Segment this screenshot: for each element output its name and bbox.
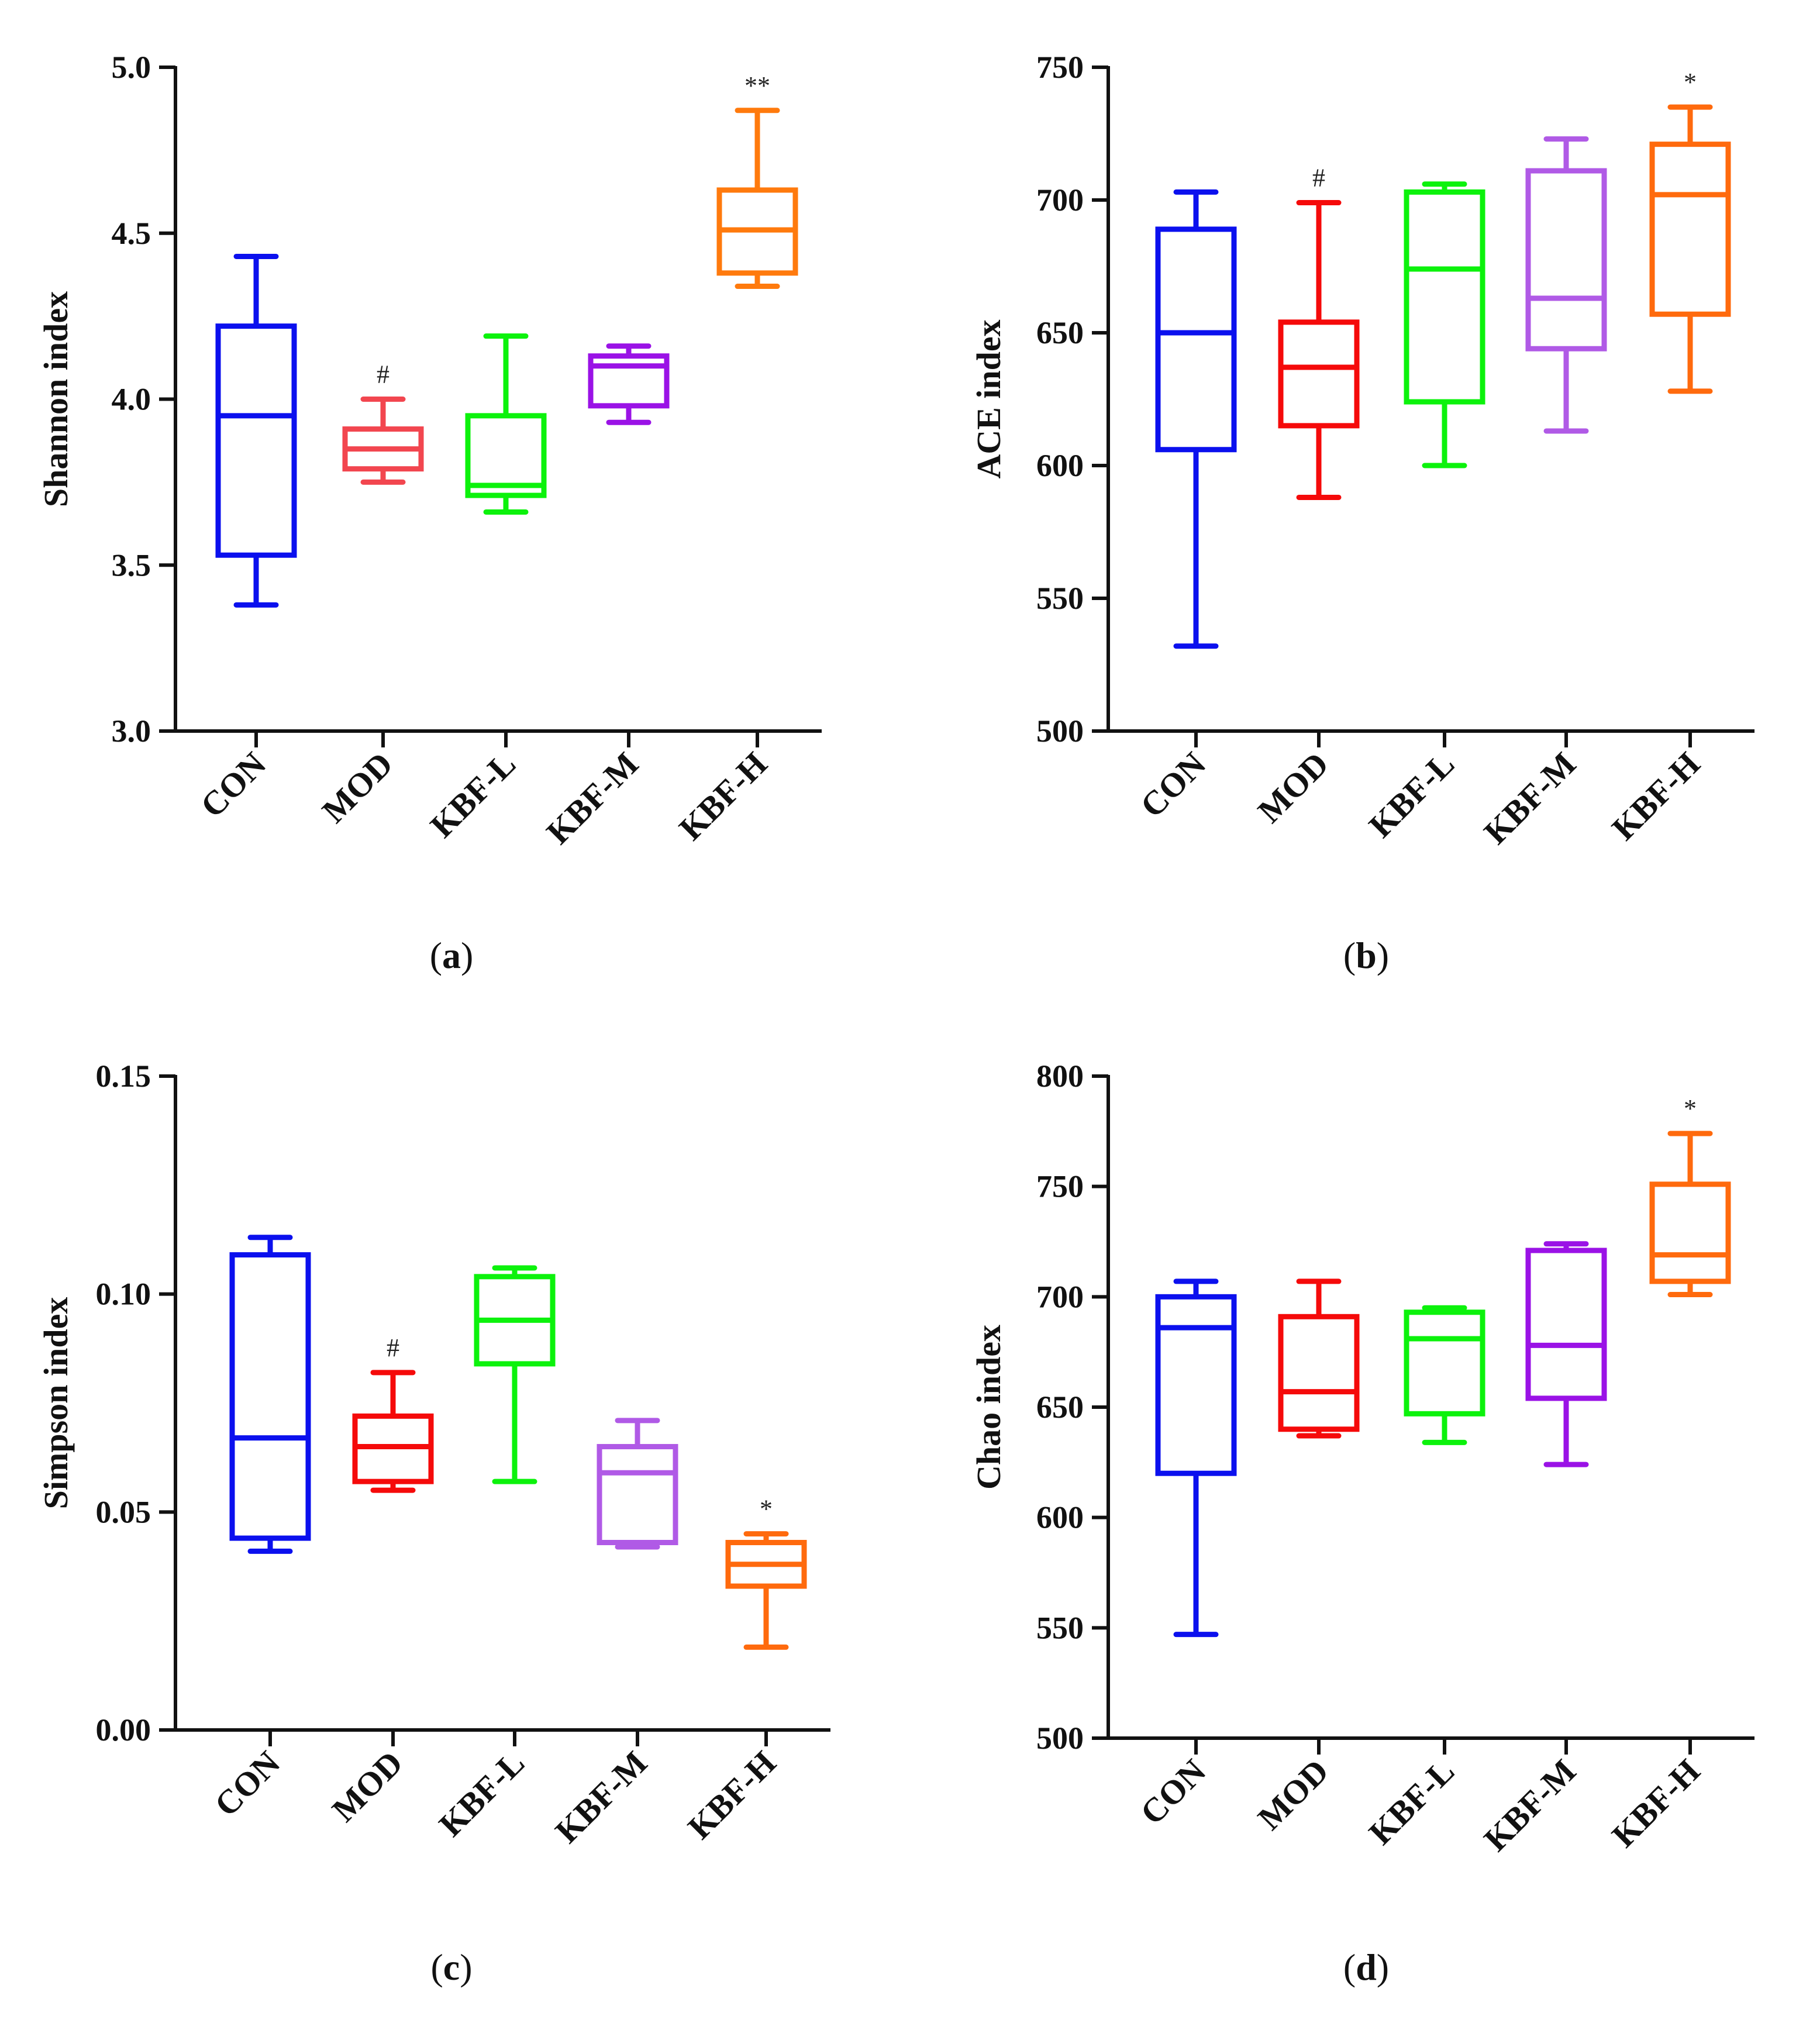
box-plot-mod: # bbox=[1278, 164, 1360, 500]
iqr-box bbox=[1404, 189, 1485, 405]
box-plot-kbf-l bbox=[1404, 181, 1485, 468]
box-plot-con bbox=[1155, 189, 1237, 649]
iqr-box bbox=[1155, 226, 1237, 453]
y-tick-label: 750 bbox=[1036, 50, 1084, 85]
significance-mark: * bbox=[760, 1495, 773, 1524]
significance-mark: ** bbox=[744, 71, 770, 100]
y-tick-label: 650 bbox=[1036, 315, 1084, 350]
x-category-label: KBF-L bbox=[1361, 1752, 1461, 1852]
y-tick-label: 800 bbox=[1036, 1059, 1084, 1094]
significance-mark: # bbox=[1312, 164, 1325, 192]
box-plot-kbf-h: * bbox=[1649, 1094, 1731, 1298]
box-plot-kbf-h: ** bbox=[716, 71, 798, 289]
y-tick-label: 0.05 bbox=[96, 1494, 151, 1529]
y-tick-label: 650 bbox=[1036, 1390, 1084, 1425]
y-tick-label: 550 bbox=[1036, 581, 1084, 616]
simpson-panel: 0.00 0.05 0.10 0.15 Simpson index CON MOD KBF-L… bbox=[37, 1059, 830, 1988]
x-category-label: CON bbox=[1133, 1752, 1213, 1832]
box-plot-kbf-l bbox=[465, 333, 547, 515]
box-plot-mod bbox=[1278, 1278, 1360, 1439]
y-tick-label: 600 bbox=[1036, 1500, 1084, 1535]
iqr-box bbox=[1525, 1247, 1607, 1401]
y-tick-label: 700 bbox=[1036, 1279, 1084, 1314]
iqr-box bbox=[215, 323, 297, 558]
iqr-box bbox=[1278, 319, 1360, 429]
y-axis-title: ACE index bbox=[970, 319, 1008, 478]
box-plot-con bbox=[229, 1235, 311, 1554]
box-plot-con bbox=[215, 253, 297, 608]
y-tick-label: 4.5 bbox=[112, 216, 151, 251]
x-category-label: KBF-H bbox=[1604, 745, 1707, 847]
y-tick-label: 5.0 bbox=[112, 50, 151, 85]
x-category-label: MOD bbox=[315, 745, 400, 830]
x-category-label: KBF-M bbox=[539, 745, 646, 852]
iqr-box bbox=[1278, 1314, 1360, 1432]
x-category-label: CON bbox=[1133, 745, 1213, 825]
box-plot-kbf-m bbox=[588, 343, 670, 425]
box-plot-con bbox=[1155, 1278, 1237, 1638]
x-category-label: KBF-H bbox=[680, 1743, 783, 1846]
y-tick-label: 550 bbox=[1036, 1610, 1084, 1645]
panel-label: (a) bbox=[430, 935, 474, 976]
panel-label: (d) bbox=[1343, 1946, 1389, 1988]
y-tick-label: 700 bbox=[1036, 182, 1084, 218]
iqr-box bbox=[1525, 168, 1607, 351]
iqr-box bbox=[1649, 1181, 1731, 1284]
iqr-box bbox=[465, 413, 547, 498]
box-plot-kbf-m bbox=[1525, 1241, 1607, 1467]
y-tick-label: 3.0 bbox=[112, 714, 151, 749]
x-category-label: MOD bbox=[325, 1743, 410, 1829]
chao-panel: 500 550 600 650 700 750 800 Chao index CON MOD KBF… bbox=[970, 1059, 1754, 1988]
x-category-label: CON bbox=[207, 1743, 287, 1824]
box-plot-mod: # bbox=[342, 360, 424, 485]
x-category-label: MOD bbox=[1250, 1752, 1336, 1837]
y-axis-title: Simpson index bbox=[37, 1297, 75, 1509]
box-plot-kbf-l bbox=[474, 1265, 556, 1484]
x-category-label: CON bbox=[193, 745, 273, 825]
y-tick-label: 750 bbox=[1036, 1169, 1084, 1204]
y-axis-title: Shannon index bbox=[37, 291, 75, 507]
x-category-label: KBF-L bbox=[1361, 745, 1461, 845]
significance-mark: * bbox=[1684, 1094, 1697, 1123]
y-tick-label: 0.15 bbox=[96, 1059, 151, 1094]
x-category-label: KBF-M bbox=[1477, 745, 1584, 852]
panel-label: (b) bbox=[1343, 935, 1389, 976]
x-category-label: KBF-H bbox=[1604, 1752, 1707, 1855]
x-category-label: KBF-M bbox=[1477, 1752, 1584, 1859]
y-tick-label: 500 bbox=[1036, 714, 1084, 749]
x-category-label: KBF-M bbox=[548, 1743, 655, 1850]
significance-mark: # bbox=[377, 360, 389, 389]
significance-mark: # bbox=[387, 1333, 399, 1362]
y-tick-label: 500 bbox=[1036, 1721, 1084, 1756]
y-tick-label: 0.10 bbox=[96, 1277, 151, 1312]
box-plot-kbf-h: * bbox=[725, 1495, 807, 1650]
iqr-box bbox=[597, 1444, 678, 1546]
y-tick-label: 3.5 bbox=[112, 547, 151, 583]
x-category-label: KBF-L bbox=[432, 1743, 532, 1843]
iqr-box bbox=[229, 1252, 311, 1541]
y-tick-label: 0.00 bbox=[96, 1712, 151, 1748]
x-category-label: MOD bbox=[1250, 745, 1336, 830]
significance-mark: * bbox=[1684, 68, 1697, 96]
panel-label: (c) bbox=[430, 1946, 472, 1988]
x-category-label: KBF-H bbox=[671, 745, 774, 847]
y-tick-label: 600 bbox=[1036, 448, 1084, 483]
box-plot-mod: # bbox=[352, 1333, 434, 1493]
x-category-label: KBF-L bbox=[423, 745, 523, 845]
box-plot-kbf-l bbox=[1404, 1305, 1485, 1445]
iqr-box bbox=[1649, 142, 1731, 317]
y-axis-title: Chao index bbox=[970, 1325, 1008, 1490]
box-plot-kbf-m bbox=[1525, 136, 1607, 434]
y-tick-label: 4.0 bbox=[112, 382, 151, 417]
iqr-box bbox=[1404, 1309, 1485, 1416]
box-plot-kbf-m bbox=[597, 1418, 678, 1550]
iqr-box bbox=[1155, 1294, 1237, 1476]
box-plot-kbf-h: * bbox=[1649, 68, 1731, 394]
